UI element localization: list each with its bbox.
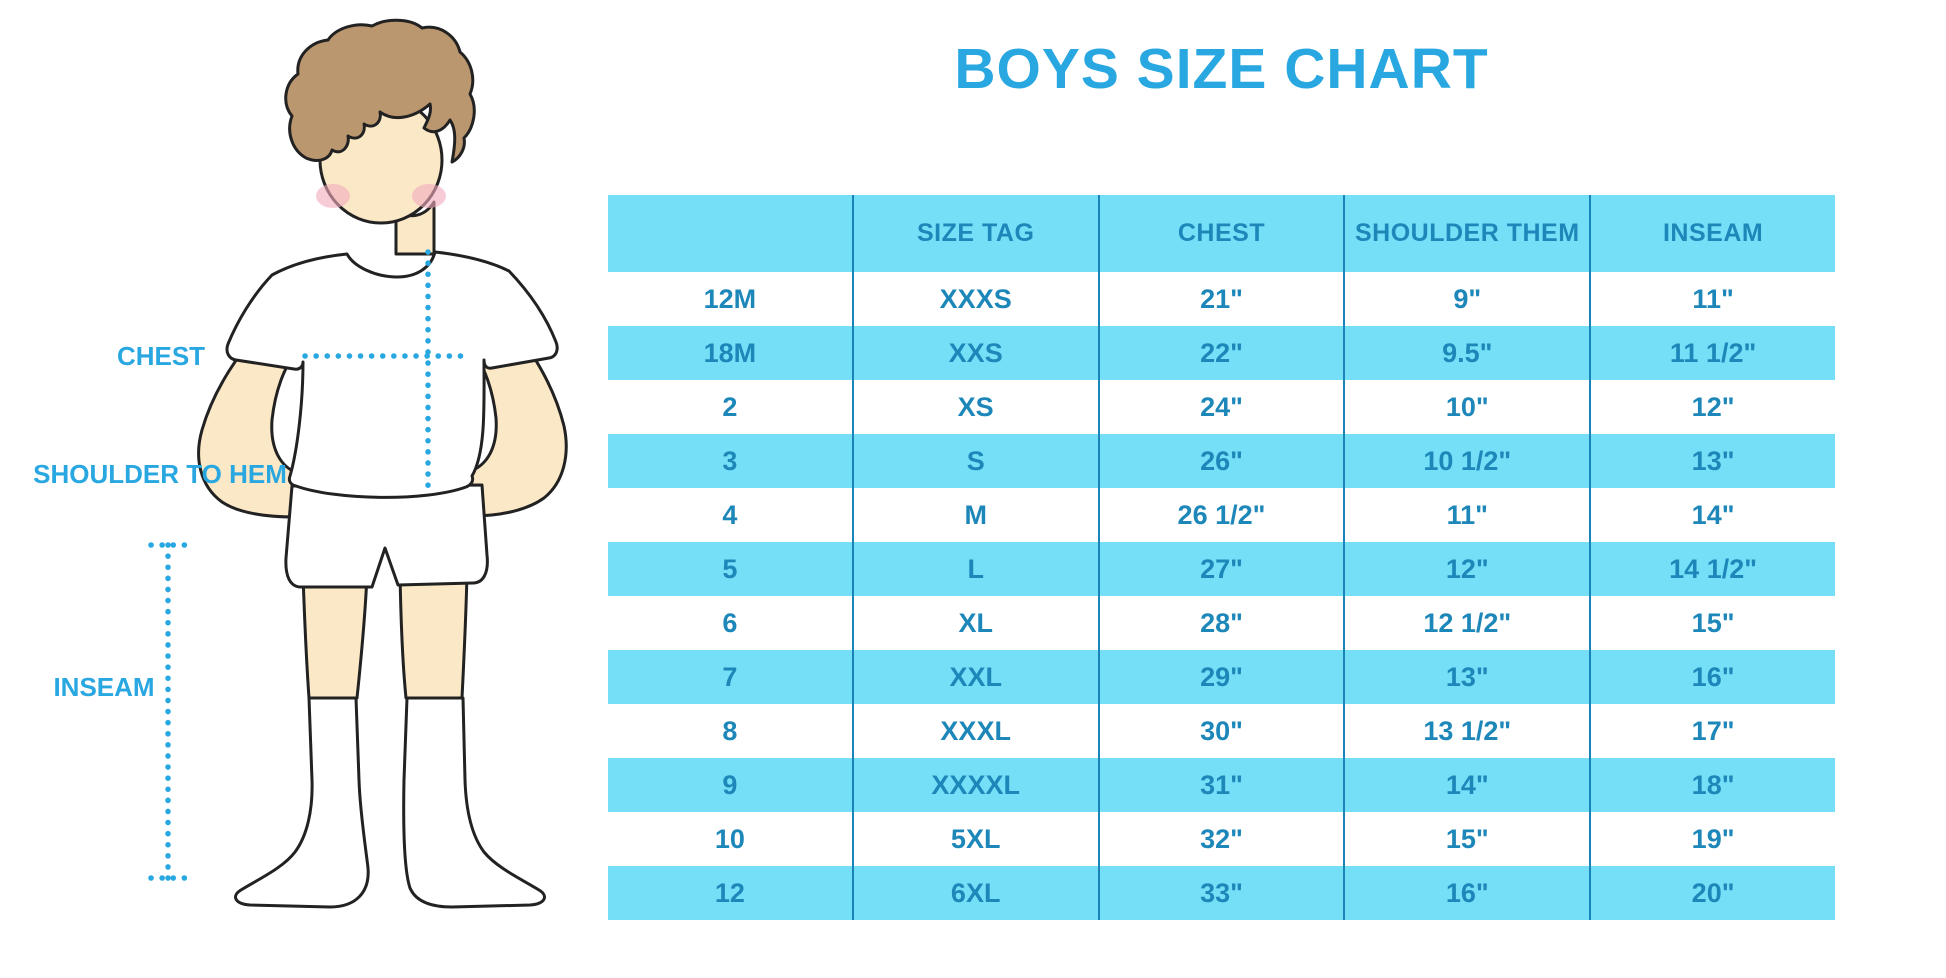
column-header: CHEST: [1097, 195, 1345, 272]
left-cheek: [316, 184, 350, 208]
table-cell: 11": [1343, 488, 1591, 542]
table-cell: 11": [1589, 272, 1835, 326]
t-shirt: [225, 250, 559, 499]
inseam-label: INSEAM: [53, 672, 154, 702]
table-cell: 12": [1589, 380, 1835, 434]
table-row: 12M XXXS 21" 9" 11": [608, 272, 1835, 326]
table-cell: 10": [1343, 380, 1591, 434]
table-row: 6 XL 28" 12 1/2" 15": [608, 596, 1835, 650]
table-cell: 26 1/2": [1097, 488, 1345, 542]
table-cell: 19": [1589, 812, 1835, 866]
left-thigh: [301, 573, 369, 700]
table-row: 8 XXXL 30" 13 1/2" 17": [608, 704, 1835, 758]
table-cell: XXL: [851, 650, 1099, 704]
shorts: [284, 483, 489, 589]
table-cell: 31": [1097, 758, 1345, 812]
table-cell: XXXXL: [851, 758, 1099, 812]
table-cell: 9.5": [1343, 326, 1591, 380]
table-cell: XS: [851, 380, 1099, 434]
table-cell: 5XL: [851, 812, 1099, 866]
table-cell: 2: [608, 380, 853, 434]
right-cheek: [412, 184, 446, 208]
column-header: INSEAM: [1589, 195, 1835, 272]
table-cell: 13": [1343, 650, 1591, 704]
table-cell: 24": [1097, 380, 1345, 434]
table-row: 7 XXL 29" 13" 16": [608, 650, 1835, 704]
table-cell: 9": [1343, 272, 1591, 326]
table-cell: 11 1/2": [1589, 326, 1835, 380]
table-cell: XL: [851, 596, 1099, 650]
table-cell: 6: [608, 596, 853, 650]
column-header: SIZE TAG: [851, 195, 1099, 272]
table-cell: 28": [1097, 596, 1345, 650]
size-chart-body: 12M XXXS 21" 9" 11" 18M XXS 22" 9.5" 11 1/2" 2 XS 24…: [608, 272, 1835, 920]
size-chart-table: SIZE TAG CHEST SHOULDER THEM INSEAM 12M XXXS…: [608, 195, 1835, 920]
table-cell: 18M: [608, 326, 853, 380]
table-cell: 6XL: [851, 866, 1099, 920]
table-cell: M: [851, 488, 1099, 542]
table-cell: 8: [608, 704, 853, 758]
table-cell: 14": [1589, 488, 1835, 542]
table-cell: 12M: [608, 272, 853, 326]
boy-measurement-illustration: CHEST SHOULDER TO HEM INSEAM: [0, 0, 580, 973]
right-arm: [466, 326, 568, 518]
table-cell: 3: [608, 434, 853, 488]
page-title: BOYS SIZE CHART: [954, 37, 1489, 101]
table-row: 18M XXS 22" 9.5" 11 1/2": [608, 326, 1835, 380]
table-cell: XXS: [851, 326, 1099, 380]
table-cell: XXXS: [851, 272, 1099, 326]
size-chart-header: SIZE TAG CHEST SHOULDER THEM INSEAM: [608, 195, 1835, 272]
table-cell: S: [851, 434, 1099, 488]
table-cell: 12": [1343, 542, 1591, 596]
header-row: SIZE TAG CHEST SHOULDER THEM INSEAM: [608, 195, 1835, 272]
table-cell: 20": [1589, 866, 1835, 920]
table-row: 5 L 27" 12" 14 1/2": [608, 542, 1835, 596]
table-cell: 9: [608, 758, 853, 812]
table-cell: 5: [608, 542, 853, 596]
right-sock: [402, 696, 546, 909]
table-cell: 14": [1343, 758, 1591, 812]
table-cell: 7: [608, 650, 853, 704]
table-cell: 17": [1589, 704, 1835, 758]
table-cell: 10 1/2": [1343, 434, 1591, 488]
column-header: [608, 195, 853, 272]
left-sock: [234, 696, 370, 909]
chest-label: CHEST: [117, 341, 205, 371]
shoulder-to-hem-label: SHOULDER TO HEM: [33, 459, 287, 489]
table-row: 9 XXXXL 31" 14" 18": [608, 758, 1835, 812]
table-cell: 30": [1097, 704, 1345, 758]
table-cell: 13 1/2": [1343, 704, 1591, 758]
table-row: 2 XS 24" 10" 12": [608, 380, 1835, 434]
table-cell: 16": [1589, 650, 1835, 704]
table-cell: XXXL: [851, 704, 1099, 758]
table-cell: 29": [1097, 650, 1345, 704]
table-cell: 10: [608, 812, 853, 866]
table-cell: 18": [1589, 758, 1835, 812]
table-cell: 15": [1589, 596, 1835, 650]
table-cell: 14 1/2": [1589, 542, 1835, 596]
table-cell: 33": [1097, 866, 1345, 920]
table-row: 12 6XL 33" 16" 20": [608, 866, 1835, 920]
table-cell: 16": [1343, 866, 1591, 920]
table-cell: 12 1/2": [1343, 596, 1591, 650]
table-row: 3 S 26" 10 1/2" 13": [608, 434, 1835, 488]
table-cell: 15": [1343, 812, 1591, 866]
table-cell: 32": [1097, 812, 1345, 866]
table-cell: 4: [608, 488, 853, 542]
table-row: 10 5XL 32" 15" 19": [608, 812, 1835, 866]
left-arm: [197, 328, 302, 519]
table-cell: 21": [1097, 272, 1345, 326]
column-header: SHOULDER THEM: [1343, 195, 1591, 272]
hair: [284, 18, 476, 164]
table-cell: 12: [608, 866, 853, 920]
right-thigh: [398, 571, 469, 700]
table-cell: 26": [1097, 434, 1345, 488]
table-cell: 27": [1097, 542, 1345, 596]
table-cell: 22": [1097, 326, 1345, 380]
table-row: 4 M 26 1/2" 11" 14": [608, 488, 1835, 542]
table-cell: L: [851, 542, 1099, 596]
table-cell: 13": [1589, 434, 1835, 488]
boy-figure-svg: CHEST SHOULDER TO HEM INSEAM: [33, 18, 568, 909]
